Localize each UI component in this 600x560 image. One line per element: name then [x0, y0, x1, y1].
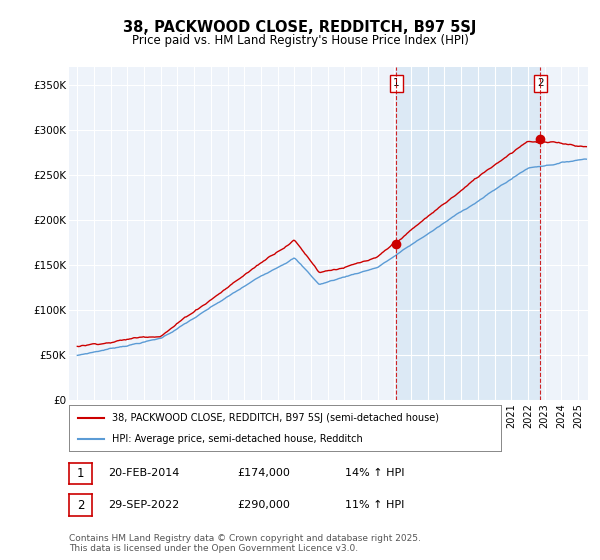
Text: 2: 2: [537, 78, 544, 88]
Text: 38, PACKWOOD CLOSE, REDDITCH, B97 5SJ: 38, PACKWOOD CLOSE, REDDITCH, B97 5SJ: [124, 20, 476, 35]
Text: HPI: Average price, semi-detached house, Redditch: HPI: Average price, semi-detached house,…: [112, 435, 363, 444]
Text: £174,000: £174,000: [237, 468, 290, 478]
Text: 2: 2: [77, 498, 84, 512]
Text: 14% ↑ HPI: 14% ↑ HPI: [345, 468, 404, 478]
Text: 11% ↑ HPI: 11% ↑ HPI: [345, 500, 404, 510]
Text: 1: 1: [393, 78, 400, 88]
Text: 1: 1: [77, 466, 84, 480]
Text: Price paid vs. HM Land Registry's House Price Index (HPI): Price paid vs. HM Land Registry's House …: [131, 34, 469, 46]
Text: £290,000: £290,000: [237, 500, 290, 510]
Text: Contains HM Land Registry data © Crown copyright and database right 2025.
This d: Contains HM Land Registry data © Crown c…: [69, 534, 421, 553]
Bar: [397, 67, 541, 400]
Text: 29-SEP-2022: 29-SEP-2022: [108, 500, 179, 510]
Text: 20-FEB-2014: 20-FEB-2014: [108, 468, 179, 478]
Text: 38, PACKWOOD CLOSE, REDDITCH, B97 5SJ (semi-detached house): 38, PACKWOOD CLOSE, REDDITCH, B97 5SJ (s…: [112, 413, 439, 423]
